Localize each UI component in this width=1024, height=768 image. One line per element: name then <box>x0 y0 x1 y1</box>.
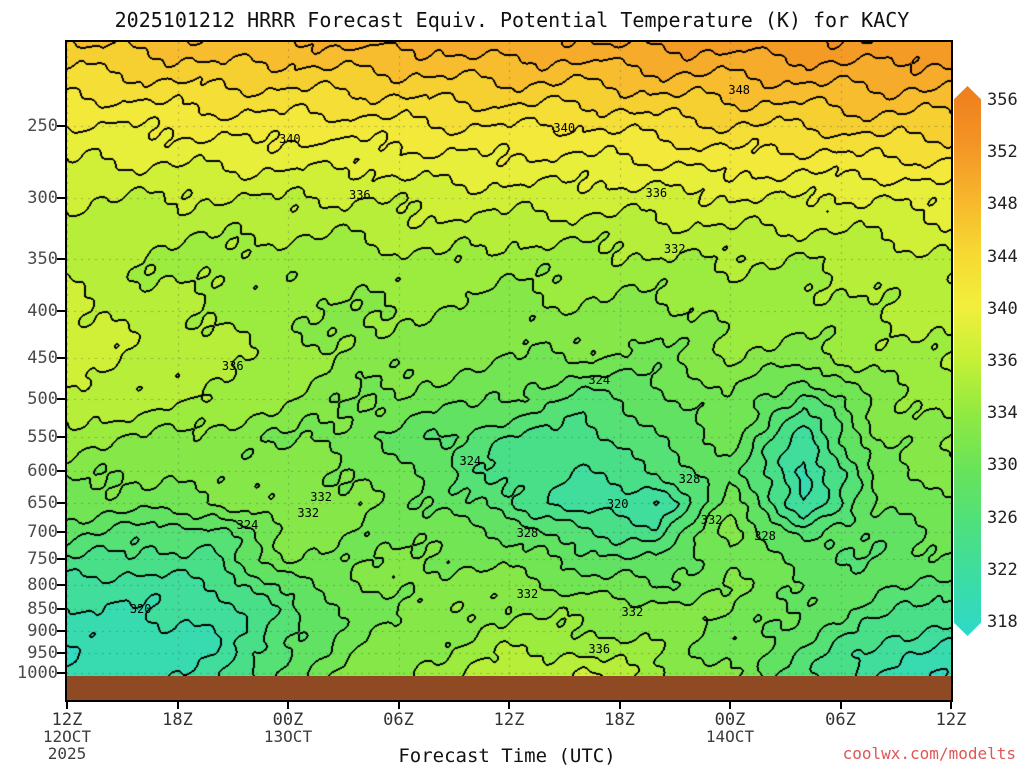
x-tick-mark <box>66 700 68 709</box>
contour-label: 324 <box>459 454 482 469</box>
x-tick-mark <box>176 700 179 709</box>
x-tick-mark <box>397 700 400 709</box>
y-tick-label: 450 <box>27 347 58 368</box>
contour-label: 328 <box>754 528 776 543</box>
colorbar-tick-label: 330 <box>987 455 1018 476</box>
y-tick-label: 300 <box>27 187 58 208</box>
y-tick-label: 950 <box>27 642 58 663</box>
y-tick-label: 1000 <box>17 662 58 683</box>
x-tick-label: 06Z <box>383 710 414 730</box>
x-tick-mark <box>950 700 952 709</box>
y-tick-mark <box>57 583 66 586</box>
y-tick-mark <box>57 196 66 199</box>
contour-field-canvas <box>67 42 951 676</box>
y-tick-mark <box>57 531 66 534</box>
x-tick-mark <box>618 700 621 709</box>
y-tick-mark <box>57 125 66 128</box>
terrain-bar <box>67 676 951 700</box>
x-tick-label: 12Z <box>935 710 967 730</box>
contour-label: 340 <box>278 131 301 146</box>
contour-label: 332 <box>516 586 539 601</box>
y-tick-label: 900 <box>27 621 58 642</box>
colorbar-tick-label: 352 <box>987 142 1018 163</box>
colorbar-tick-label: 348 <box>987 194 1018 215</box>
x-tick-label: 00Z <box>272 710 304 730</box>
contour-label: 336 <box>221 358 244 373</box>
y-tick-mark <box>57 558 66 561</box>
y-tick-label: 400 <box>27 301 58 322</box>
watermark-link[interactable]: coolwx.com/modelts <box>842 744 1016 763</box>
contour-label: 332 <box>663 241 686 256</box>
colorbar-tick-label: 318 <box>987 612 1018 632</box>
contour-label: 336 <box>348 188 371 203</box>
x-tick-label: 00Z <box>714 710 746 730</box>
colorbar-tick-label: 326 <box>987 507 1018 528</box>
y-tick-mark <box>57 356 66 359</box>
y-tick-mark <box>57 671 66 674</box>
contour-label: 320 <box>129 602 152 617</box>
y-tick-label: 800 <box>27 574 58 595</box>
contour-label: 336 <box>645 185 668 200</box>
colorbar-tick-label: 340 <box>987 298 1018 319</box>
y-tick-mark <box>57 607 66 610</box>
colorbar-tick-label: 334 <box>987 403 1018 424</box>
colorbar-tick-label: 344 <box>987 246 1018 267</box>
contour-label: 328 <box>678 471 701 486</box>
y-tick-mark <box>57 470 66 473</box>
contour-label: 324 <box>236 518 259 533</box>
contour-label: 332 <box>310 489 332 504</box>
contour-label: 332 <box>621 604 644 619</box>
y-tick-mark <box>57 436 66 439</box>
y-tick-label: 750 <box>27 549 58 570</box>
x-tick-label: 18Z <box>604 710 635 730</box>
y-tick-mark <box>57 257 66 260</box>
contour-label: 348 <box>728 82 751 97</box>
contour-label: 332 <box>700 513 723 528</box>
contour-label: 332 <box>297 506 320 521</box>
x-axis-title: Forecast Time (UTC) <box>398 745 616 767</box>
colorbar <box>954 86 981 636</box>
colorbar-tick-label: 356 <box>987 90 1018 110</box>
date-label: 14OCT <box>705 727 755 746</box>
y-tick-label: 550 <box>27 427 58 448</box>
y-tick-mark <box>57 651 66 654</box>
colorbar-tick-label: 336 <box>987 351 1018 371</box>
y-tick-mark <box>57 398 66 401</box>
contour-label: 320 <box>606 497 629 512</box>
x-tick-label: 12Z <box>493 710 525 730</box>
y-tick-mark <box>57 501 66 504</box>
x-tick-label: 12Z <box>51 710 83 730</box>
y-tick-label: 350 <box>27 248 58 269</box>
y-tick-label: 500 <box>27 389 58 410</box>
x-tick-mark <box>508 700 510 709</box>
x-tick-label: 06Z <box>825 710 856 730</box>
x-tick-label: 18Z <box>162 710 193 730</box>
y-tick-label: 600 <box>27 461 58 482</box>
contour-label: 328 <box>516 525 539 540</box>
y-tick-mark <box>57 310 66 313</box>
contour-label: 336 <box>588 642 611 657</box>
y-tick-label: 650 <box>27 492 58 513</box>
colorbar-tick-label: 322 <box>987 559 1018 580</box>
y-tick-label: 250 <box>27 116 58 137</box>
contour-label: 340 <box>553 120 576 135</box>
x-tick-mark <box>287 700 289 709</box>
x-tick-mark <box>729 700 731 709</box>
y-tick-label: 850 <box>27 598 58 619</box>
date-label: 13OCT <box>263 727 313 746</box>
date-label: 12OCT 2025 <box>42 727 92 763</box>
chart-title: 2025101212 HRRR Forecast Equiv. Potentia… <box>114 8 910 32</box>
x-tick-mark <box>839 700 842 709</box>
contour-label: 324 <box>588 373 611 388</box>
y-tick-mark <box>57 630 66 633</box>
plot-area: 340 340 348 336 336 332 336 324 324 328 320 332 332 3… <box>65 40 953 702</box>
y-tick-label: 700 <box>27 522 58 543</box>
